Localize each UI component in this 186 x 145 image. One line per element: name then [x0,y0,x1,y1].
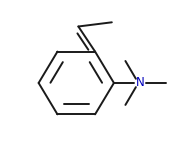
Text: N: N [136,76,145,89]
